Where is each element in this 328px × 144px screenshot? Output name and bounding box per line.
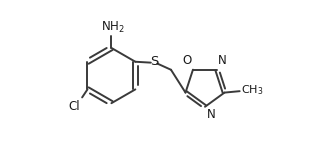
Text: O: O <box>183 54 192 67</box>
Text: N: N <box>218 54 227 67</box>
Text: Cl: Cl <box>69 100 80 113</box>
Text: NH$_2$: NH$_2$ <box>101 19 125 35</box>
Text: S: S <box>150 55 158 68</box>
Text: CH$_3$: CH$_3$ <box>240 83 263 97</box>
Text: N: N <box>207 108 215 121</box>
